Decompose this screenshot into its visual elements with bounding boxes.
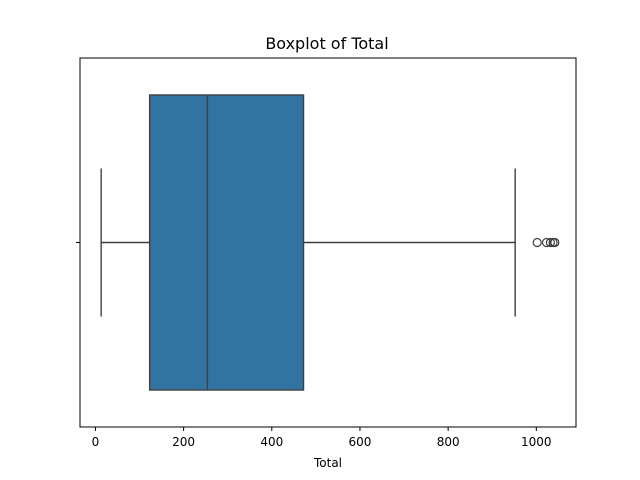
- box-group: [100, 94, 560, 391]
- x-tick-label: 1000: [521, 435, 552, 449]
- outlier-point: [550, 237, 560, 248]
- interquartile-box: [148, 94, 305, 391]
- outlier-point: [545, 237, 556, 248]
- chart-title: Boxplot of Total: [265, 34, 388, 53]
- x-axis-label: Total: [313, 456, 342, 470]
- x-tick-label: 600: [349, 435, 372, 449]
- outlier-point: [532, 237, 542, 248]
- x-tick-label: 0: [92, 435, 100, 449]
- x-tick-label: 200: [172, 435, 195, 449]
- x-axis: 0 200 400 600 800 1000: [92, 427, 552, 449]
- x-tick-label: 800: [437, 435, 460, 449]
- x-tick-label: 400: [260, 435, 283, 449]
